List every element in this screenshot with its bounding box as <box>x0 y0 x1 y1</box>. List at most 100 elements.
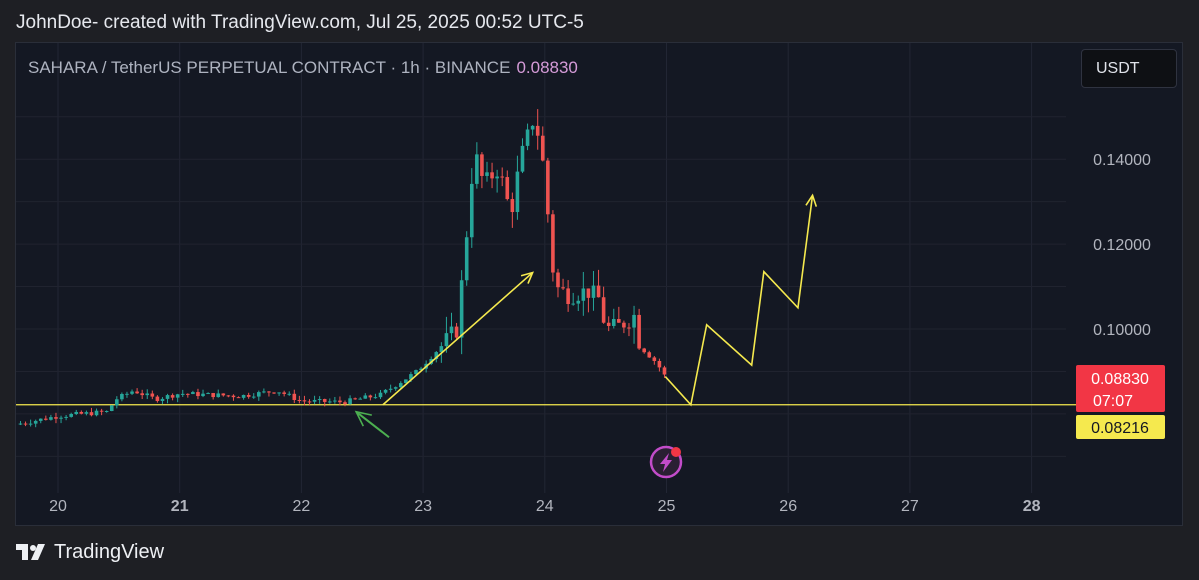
candle-body <box>246 394 251 397</box>
x-tick-label: 24 <box>536 498 554 515</box>
candle-body <box>500 176 505 178</box>
candle-body <box>327 401 332 403</box>
candle-body <box>606 322 611 326</box>
candle-body <box>444 333 449 347</box>
candle-body <box>130 391 134 394</box>
last-price-tag: 0.08830 <box>1091 371 1149 388</box>
x-tick-label: 22 <box>293 498 311 515</box>
symbol-title: SAHARA / TetherUS PERPETUAL CONTRACT · 1… <box>28 58 511 77</box>
candle-body <box>241 394 246 398</box>
candle-body <box>292 393 297 401</box>
y-tick-label: 0.14000 <box>1093 152 1151 169</box>
candle-body <box>348 398 352 405</box>
candle-body <box>125 393 129 395</box>
candle-body <box>459 280 464 338</box>
projection-path[interactable] <box>664 195 814 407</box>
candle-body <box>571 303 575 305</box>
x-tick-label: 25 <box>658 498 676 515</box>
candlestick-chart[interactable]: 0.14000 0.12000 0.10000 20 21 22 23 24 25 26 27 28… <box>16 43 1182 525</box>
candle-body <box>28 423 33 425</box>
candle-body <box>231 395 236 398</box>
x-tick-label: 21 <box>171 498 189 515</box>
candle-body <box>307 401 312 403</box>
candle-body <box>515 171 520 213</box>
level-price-tag: 0.08216 <box>1091 420 1149 437</box>
candles <box>18 109 667 428</box>
candle-body <box>373 397 378 399</box>
candle-body <box>160 398 165 402</box>
candle-body <box>556 272 560 288</box>
candle-body <box>404 379 408 384</box>
candle-body <box>596 285 601 298</box>
yellow-arrow[interactable] <box>382 271 534 406</box>
candle-body <box>475 154 479 184</box>
symbol-last-price: 0.08830 <box>516 58 578 77</box>
candle-body <box>104 410 109 412</box>
candle-body <box>627 327 631 329</box>
candle-body <box>89 412 94 416</box>
candle-body <box>540 135 545 161</box>
x-axis: 20 21 22 23 24 25 26 27 28 <box>49 498 1040 515</box>
candle-body <box>622 322 626 328</box>
candle-body <box>566 288 570 304</box>
x-tick-label: 23 <box>414 498 432 515</box>
candle-body <box>201 393 205 397</box>
candle-body <box>196 392 200 397</box>
candle-body <box>262 391 266 393</box>
candle-body <box>135 391 139 394</box>
candle-body <box>54 417 58 419</box>
arrow-head <box>805 193 818 207</box>
chart-panel[interactable]: 0.14000 0.12000 0.10000 20 21 22 23 24 25 26 27 28… <box>15 42 1183 526</box>
candle-body <box>434 352 439 359</box>
candle-body <box>647 352 652 358</box>
candle-body <box>226 395 231 397</box>
candle-body <box>84 412 89 414</box>
candle-body <box>59 417 63 419</box>
x-tick-label: 27 <box>901 498 919 515</box>
symbol-header: SAHARA / TetherUS PERPETUAL CONTRACT · 1… <box>28 58 578 78</box>
y-axis: 0.14000 0.12000 0.10000 <box>1093 152 1151 339</box>
candle-body <box>206 393 210 395</box>
candle-body <box>165 395 170 399</box>
candle-body <box>79 411 84 414</box>
candle-body <box>277 392 281 394</box>
candle-body <box>221 393 226 396</box>
candle-body <box>353 398 357 400</box>
tradingview-logo[interactable]: TradingView <box>16 541 164 564</box>
candle-body <box>576 300 581 304</box>
candle-body <box>64 416 68 418</box>
x-tick-label: 28 <box>1023 498 1041 515</box>
candle-body <box>282 392 286 394</box>
candle-body <box>358 398 363 400</box>
candle-body <box>333 400 337 402</box>
candle-body <box>632 314 636 328</box>
candle-body <box>510 199 515 213</box>
candle-body <box>216 393 221 398</box>
candle-body <box>191 392 195 395</box>
candle-body <box>170 395 175 398</box>
candle-body <box>302 400 307 402</box>
countdown-tag: 07:07 <box>1093 393 1133 410</box>
candle-body <box>267 391 271 393</box>
candle-body <box>272 392 276 394</box>
candle-body <box>18 423 23 425</box>
candle-body <box>378 392 383 398</box>
arrow-head <box>520 271 535 284</box>
candle-body <box>109 405 114 411</box>
candle-body <box>464 237 469 281</box>
candle-body <box>505 177 510 200</box>
candle-body <box>383 389 388 393</box>
candle-body <box>23 423 28 425</box>
candle-body <box>561 287 565 289</box>
candle-body <box>69 413 73 417</box>
flash-icon[interactable] <box>649 445 683 479</box>
candle-body <box>115 399 119 406</box>
candle-body <box>490 172 494 179</box>
candle-body <box>419 368 423 371</box>
candle-body <box>530 125 535 130</box>
green-arrow[interactable] <box>355 410 390 439</box>
currency-button[interactable]: USDT <box>1081 49 1177 88</box>
candle-body <box>652 357 657 361</box>
candle-body <box>343 402 347 405</box>
candle-body <box>662 367 667 375</box>
